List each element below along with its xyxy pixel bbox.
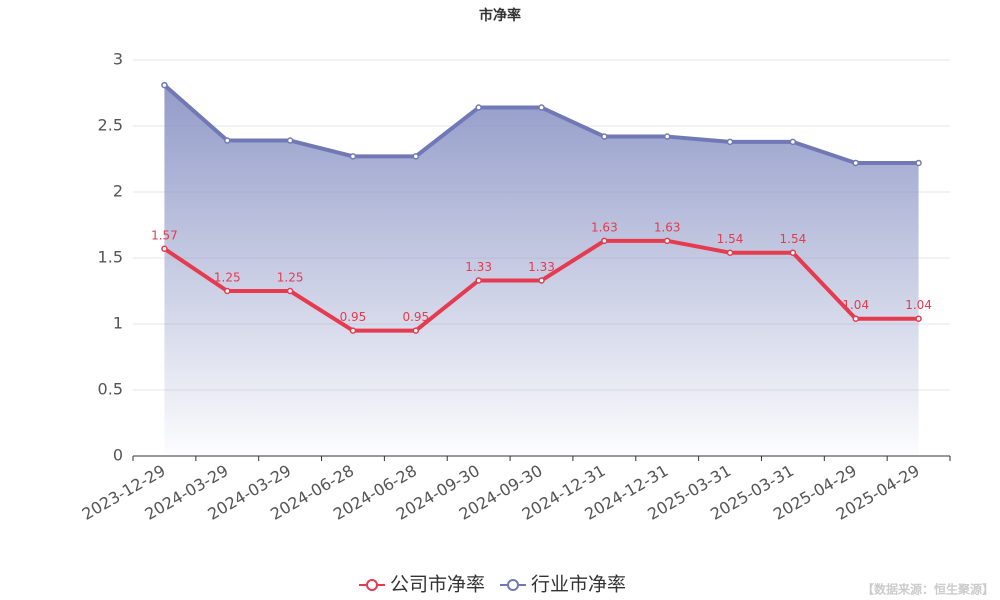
data-label: 1.33 [528,260,555,274]
point [726,138,734,146]
point [161,245,168,253]
point [538,104,545,111]
point [915,159,922,167]
point [286,137,294,144]
y-tick-label: 2 [113,182,123,201]
y-tick-label: 3 [113,50,123,69]
source-note: 【数据来源：恒生聚源】 [862,582,994,597]
data-label: 1.54 [717,232,744,246]
point [349,327,357,334]
y-tick-label: 0 [113,446,123,465]
point [915,315,922,322]
y-tick-label: 1.5 [98,248,123,267]
legend-icon [366,579,378,591]
data-label: 1.04 [842,298,869,312]
y-tick-label: 2.5 [98,116,123,135]
data-label: 1.57 [151,228,178,242]
point [286,287,294,295]
point [412,153,420,160]
point [852,315,859,322]
chart-title: 市净率 [479,7,521,24]
point [663,237,671,245]
legend-icon [507,579,519,591]
point [161,81,168,89]
data-label: 1.25 [277,271,304,285]
data-label: 1.04 [905,298,932,312]
data-label: 1.63 [591,220,618,234]
point [663,133,671,140]
data-label: 1.54 [780,232,807,246]
data-label: 0.95 [402,310,429,324]
data-label: 1.25 [214,271,241,285]
data-label: 0.95 [340,310,367,324]
point [224,137,231,144]
point [475,104,482,111]
point [538,277,545,284]
point [726,249,734,256]
point [601,133,608,140]
data-label: 1.63 [654,220,681,234]
legend-label: 公司市净率 [390,574,485,596]
point [789,138,797,146]
point [601,237,608,245]
area [164,85,919,456]
y-tick-label: 0.5 [98,380,123,399]
point [349,153,357,160]
point [852,159,859,167]
data-label: 1.33 [465,260,492,274]
legend-label: 行业市净率 [531,574,626,596]
point [475,277,482,284]
point [224,287,231,295]
point [789,249,797,256]
point [412,327,420,334]
y-tick-label: 1 [113,314,123,333]
